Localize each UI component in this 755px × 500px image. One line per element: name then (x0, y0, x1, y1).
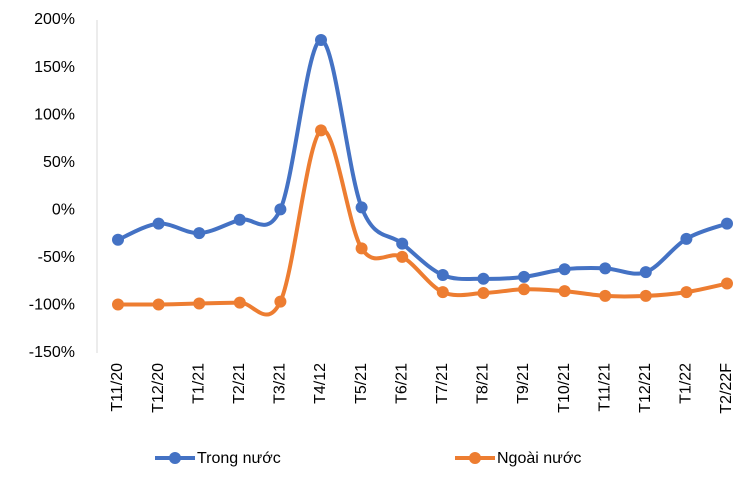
legend-label: Trong nước (197, 450, 281, 467)
data-point (558, 285, 571, 298)
x-tick-label: T10/21 (556, 363, 573, 413)
data-point (436, 268, 449, 281)
data-point (193, 297, 206, 310)
data-point (599, 262, 612, 275)
x-tick-label: T2/22F (718, 363, 735, 414)
x-tick-label: T1/22 (678, 363, 695, 404)
data-point (599, 289, 612, 302)
x-tick-label: T9/21 (515, 363, 532, 404)
y-tick-label: -150% (29, 344, 75, 361)
data-point (274, 295, 287, 308)
x-tick-label: T7/21 (434, 363, 451, 404)
data-point (477, 272, 490, 285)
y-tick-label: 150% (34, 59, 75, 76)
x-tick-label: T12/21 (637, 363, 654, 413)
data-point (639, 289, 652, 302)
x-tick-label: T4/12 (312, 363, 329, 404)
y-tick-label: -50% (38, 249, 75, 266)
data-point (355, 201, 368, 214)
x-tick-label: T6/21 (393, 363, 410, 404)
data-point (680, 286, 693, 299)
data-point (315, 124, 327, 137)
x-tick-label: T5/21 (353, 363, 370, 404)
x-tick-label: T12/20 (150, 363, 167, 413)
data-point (558, 263, 571, 276)
data-point (112, 233, 124, 246)
y-tick-label: 0% (52, 202, 75, 219)
data-point (721, 277, 733, 290)
data-point (274, 203, 287, 216)
y-tick-label: 200% (34, 11, 75, 28)
legend-label: Ngoài nước (497, 450, 581, 467)
data-point (477, 287, 490, 300)
legend-marker (169, 452, 181, 464)
series-line (117, 128, 728, 317)
y-tick-label: -100% (29, 297, 75, 314)
data-point (152, 298, 165, 311)
data-point (721, 217, 733, 230)
data-point (233, 296, 246, 309)
y-tick-label: 50% (43, 154, 75, 171)
data-point (518, 270, 530, 283)
data-point (193, 227, 206, 240)
data-point (680, 232, 693, 245)
data-point (518, 283, 530, 296)
x-tick-label: T8/21 (475, 363, 492, 404)
data-point (152, 217, 165, 230)
data-point (396, 250, 409, 263)
data-point (355, 242, 368, 255)
x-tick-label: T1/21 (190, 363, 207, 404)
data-point (112, 298, 124, 311)
data-point (436, 286, 449, 299)
x-tick-label: T2/21 (231, 363, 248, 404)
series-line (117, 37, 728, 281)
data-point (315, 33, 327, 46)
x-tick-label: T11/21 (596, 363, 613, 412)
data-point (639, 266, 652, 279)
y-tick-label: 100% (34, 106, 75, 123)
data-point (233, 213, 246, 226)
x-tick-label: T11/20 (109, 363, 126, 412)
x-tick-label: T3/21 (272, 363, 289, 404)
legend-marker (469, 452, 481, 464)
data-point (396, 237, 409, 250)
